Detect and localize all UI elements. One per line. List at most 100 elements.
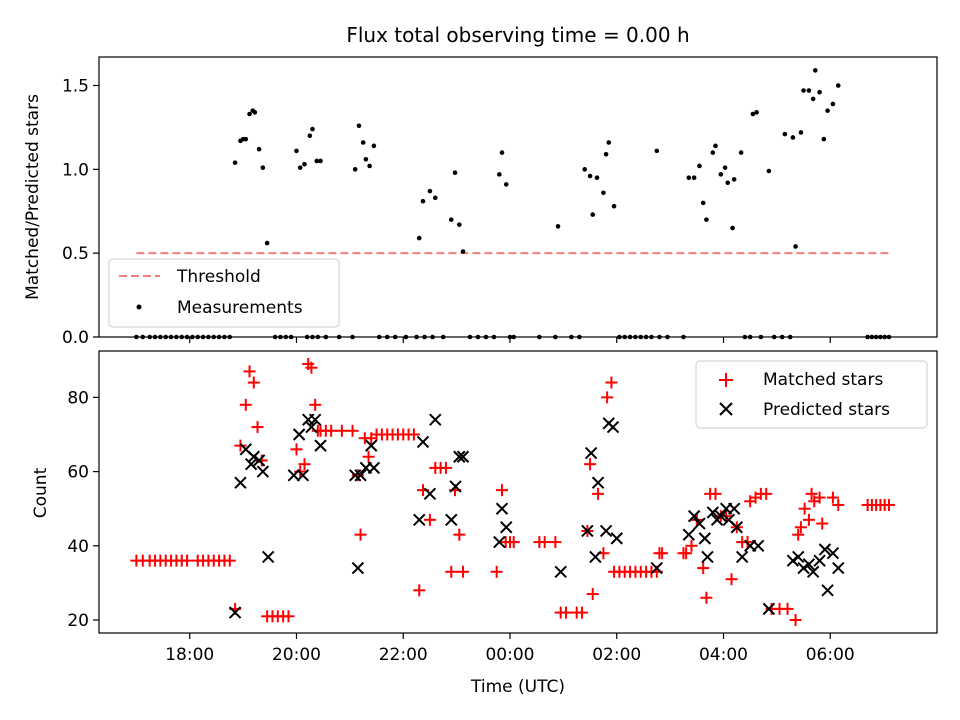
matched-point xyxy=(362,450,375,463)
predicted-point xyxy=(423,487,437,501)
measurement-point xyxy=(587,173,593,179)
predicted-point xyxy=(445,513,458,527)
y-tick-label: 0.0 xyxy=(62,328,89,348)
matched-point xyxy=(792,528,805,541)
x-tick-label: 06:00 xyxy=(806,645,855,665)
x-tick-label: 04:00 xyxy=(699,645,748,665)
y-tick-label: 20 xyxy=(67,611,89,631)
matched-point xyxy=(576,606,589,619)
predicted-point xyxy=(429,413,442,426)
matched-point xyxy=(325,424,338,437)
predicted-point xyxy=(581,524,594,538)
matched-point xyxy=(538,536,551,549)
measurement-point xyxy=(821,136,827,142)
predicted-point xyxy=(802,558,816,571)
measurement-point xyxy=(713,143,718,149)
predicted-point xyxy=(650,561,663,575)
measurement-point xyxy=(801,88,806,93)
measurement-point xyxy=(503,182,509,187)
matched-point xyxy=(685,539,698,552)
y-tick-label: 40 xyxy=(67,537,89,557)
measurement-point xyxy=(606,140,612,145)
predicted-point xyxy=(365,439,378,452)
matched-point xyxy=(490,565,503,578)
legend-predicted-swatch xyxy=(719,402,733,416)
measurement-point xyxy=(691,175,697,181)
measurement-point xyxy=(314,158,320,164)
predicted-point xyxy=(296,469,310,482)
matched-point xyxy=(453,528,466,541)
y-axis-label: Matched/Predicted stars xyxy=(23,94,43,300)
predicted-point xyxy=(256,465,270,478)
measurement-point xyxy=(302,162,307,167)
matched-point xyxy=(445,565,458,578)
measurement-point xyxy=(601,190,606,196)
x-tick-label: 20:00 xyxy=(272,645,321,665)
measurement-point xyxy=(243,136,249,142)
matched-point xyxy=(813,491,826,504)
predicted-point xyxy=(413,513,426,527)
measurement-point xyxy=(782,131,788,137)
measurement-point xyxy=(766,168,772,174)
x-tick-label: 02:00 xyxy=(592,645,641,665)
plot-frame xyxy=(98,350,938,634)
measurement-point xyxy=(294,148,299,154)
y-tick-label: 1.5 xyxy=(62,77,89,97)
predicted-point xyxy=(416,435,430,449)
measurement-point xyxy=(310,126,315,132)
measurement-point xyxy=(725,180,731,186)
legend-matched-label: Matched stars xyxy=(763,370,883,390)
measurement-point xyxy=(256,146,262,152)
measurement-point xyxy=(420,198,426,204)
legend: Matched stars Predicted stars xyxy=(695,360,928,429)
measurement-point xyxy=(456,222,462,227)
matched-point xyxy=(549,536,562,549)
plot-area-counts: 20 40 60 80 18:00 20:00 22:00 00:00 02:00 04:00 06… xyxy=(67,357,895,665)
predicted-point xyxy=(762,602,776,616)
measurement-point xyxy=(448,217,454,222)
measurement-point xyxy=(754,110,759,115)
measurement-point xyxy=(750,111,756,117)
legend-frame xyxy=(108,258,340,328)
measurement-point xyxy=(367,163,372,169)
y-tick-label: 0.5 xyxy=(62,244,89,264)
matched-point xyxy=(794,521,807,534)
measurement-point xyxy=(738,150,744,155)
predicted-point xyxy=(606,420,620,434)
measurement-point xyxy=(710,150,716,155)
measurement-point xyxy=(499,150,505,155)
predicted-point xyxy=(832,561,845,575)
predicted-point xyxy=(792,550,805,564)
measurement-point xyxy=(654,148,660,154)
legend-frame xyxy=(695,360,928,429)
predicted-point xyxy=(354,469,367,482)
plot-frame xyxy=(98,56,938,338)
predicted-point xyxy=(826,547,840,560)
matched-point xyxy=(601,391,614,404)
matched-point xyxy=(413,584,426,597)
legend-threshold-label: Threshold xyxy=(176,267,261,287)
predicted-point xyxy=(821,584,834,597)
matched-point xyxy=(223,554,236,567)
matched-point xyxy=(354,528,367,541)
measurement-point xyxy=(835,83,841,88)
top-panel: Flux total observing time = 0.00 h Match… xyxy=(23,23,938,348)
measurement-point xyxy=(730,225,735,231)
matched-point xyxy=(789,614,802,627)
predicted-point xyxy=(367,461,381,475)
predicted-point xyxy=(495,502,509,515)
measurement-point xyxy=(371,143,377,149)
predicted-point xyxy=(706,506,720,519)
measurement-point xyxy=(252,110,258,115)
matched-point xyxy=(584,458,597,471)
y-axis-label: Count xyxy=(31,467,51,518)
bottom-panel: Count Time (UTC) 20 40 60 80 18:00 20:00 22:00… xyxy=(31,350,938,697)
matched-point xyxy=(239,398,252,411)
predicted-point xyxy=(584,446,598,460)
matched-point xyxy=(709,487,722,500)
predicted-point xyxy=(314,439,327,452)
predicted-point xyxy=(591,476,605,489)
matched-point xyxy=(656,547,669,560)
measurement-point xyxy=(427,188,433,194)
